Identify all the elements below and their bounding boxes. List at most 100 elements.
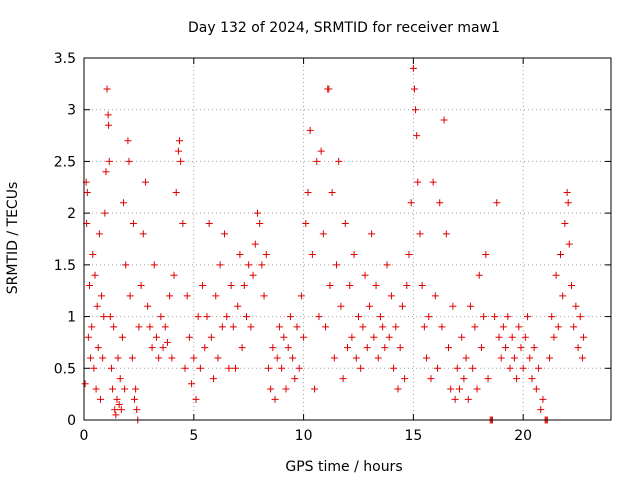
data-point <box>524 313 532 321</box>
data-point <box>434 364 442 372</box>
data-point <box>293 323 301 331</box>
data-point <box>121 385 129 393</box>
data-point <box>267 385 275 393</box>
data-point <box>552 271 560 279</box>
data-point <box>554 323 562 331</box>
data-point <box>135 323 143 331</box>
data-point <box>83 188 91 196</box>
data-point <box>537 406 545 414</box>
data-point <box>284 344 292 352</box>
data-point <box>132 385 140 393</box>
data-point <box>98 292 106 300</box>
data-point <box>576 313 584 321</box>
data-point <box>218 323 226 331</box>
data-point <box>144 302 152 310</box>
data-point <box>480 313 488 321</box>
data-point <box>508 333 516 341</box>
data-point <box>262 251 270 259</box>
data-point <box>232 364 240 372</box>
data-point <box>401 375 409 383</box>
data-point <box>412 106 420 114</box>
data-point <box>124 137 132 145</box>
data-point <box>352 354 360 362</box>
data-point <box>131 395 139 403</box>
y-tick-label: 1 <box>67 310 76 326</box>
data-point <box>497 354 505 362</box>
data-point <box>519 364 527 372</box>
data-point <box>311 385 319 393</box>
data-point <box>325 85 333 93</box>
data-point <box>385 333 393 341</box>
data-point <box>273 354 281 362</box>
y-tick-labels: 0 0.5 1 1.5 2 2.5 3 3.5 <box>54 51 76 429</box>
data-point <box>260 292 268 300</box>
y-tick-label: 1.5 <box>54 258 76 274</box>
data-point <box>179 219 187 227</box>
data-point <box>396 344 404 352</box>
plot-frame <box>83 57 612 421</box>
data-point <box>464 395 472 403</box>
data-point <box>107 364 115 372</box>
data-point <box>418 282 426 290</box>
x-tick-labels: 0 5 10 15 20 <box>80 428 533 444</box>
data-point <box>181 364 189 372</box>
data-point <box>322 323 330 331</box>
data-point <box>515 323 523 331</box>
data-point <box>137 282 145 290</box>
data-point <box>177 157 185 165</box>
data-point <box>207 333 215 341</box>
data-point <box>381 344 389 352</box>
x-tick-label: 5 <box>189 428 198 444</box>
data-point <box>103 85 111 93</box>
data-point <box>578 354 586 362</box>
data-point <box>90 364 98 372</box>
data-point <box>499 323 507 331</box>
data-point <box>337 302 345 310</box>
y-tick-label: 3.5 <box>54 51 76 67</box>
data-point <box>405 251 413 259</box>
data-point <box>216 261 224 269</box>
data-point <box>513 375 521 383</box>
data-point <box>212 292 220 300</box>
data-point <box>199 282 207 290</box>
data-point <box>493 199 501 207</box>
data-point <box>113 395 121 403</box>
data-point <box>176 137 184 145</box>
data-point <box>170 271 178 279</box>
data-point <box>286 313 294 321</box>
data-point <box>240 282 248 290</box>
data-point <box>139 230 147 238</box>
x-tick-label: 10 <box>295 428 313 444</box>
data-point <box>403 282 411 290</box>
data-point <box>105 157 113 165</box>
data-point <box>530 344 538 352</box>
data-point <box>302 219 310 227</box>
x-tick-label: 15 <box>404 428 422 444</box>
data-point <box>567 282 575 290</box>
data-point <box>104 111 112 119</box>
data-point <box>81 380 89 388</box>
data-point <box>194 313 202 321</box>
data-point <box>409 64 417 72</box>
data-point <box>210 375 218 383</box>
data-point <box>565 240 573 248</box>
data-point <box>300 333 308 341</box>
data-point <box>110 323 118 331</box>
data-point <box>580 333 588 341</box>
data-point <box>116 375 124 383</box>
data-point <box>126 292 134 300</box>
data-point <box>458 333 466 341</box>
data-point <box>313 157 321 165</box>
data-point <box>203 313 211 321</box>
data-point <box>469 364 477 372</box>
data-point <box>326 282 334 290</box>
data-point <box>183 292 191 300</box>
data-point <box>271 395 279 403</box>
data-point <box>308 251 316 259</box>
data-point <box>87 354 95 362</box>
data-point <box>168 354 176 362</box>
data-point <box>99 354 107 362</box>
data-point <box>440 116 448 124</box>
data-point <box>166 292 174 300</box>
data-point <box>85 282 93 290</box>
